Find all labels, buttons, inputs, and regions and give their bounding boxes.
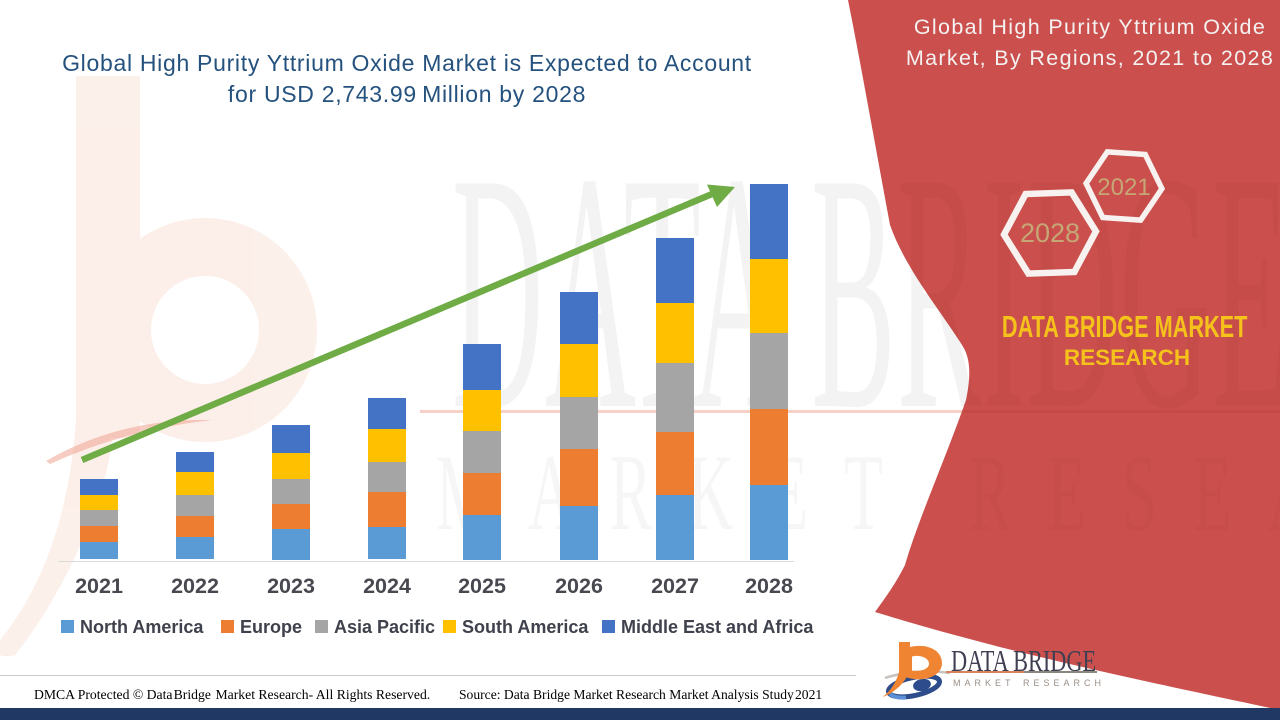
svg-text:2028: 2028 [1020, 218, 1080, 248]
svg-text:MARKET RESEARCH: MARKET RESEARCH [436, 435, 1280, 555]
svg-text:2021: 2021 [1097, 174, 1150, 201]
